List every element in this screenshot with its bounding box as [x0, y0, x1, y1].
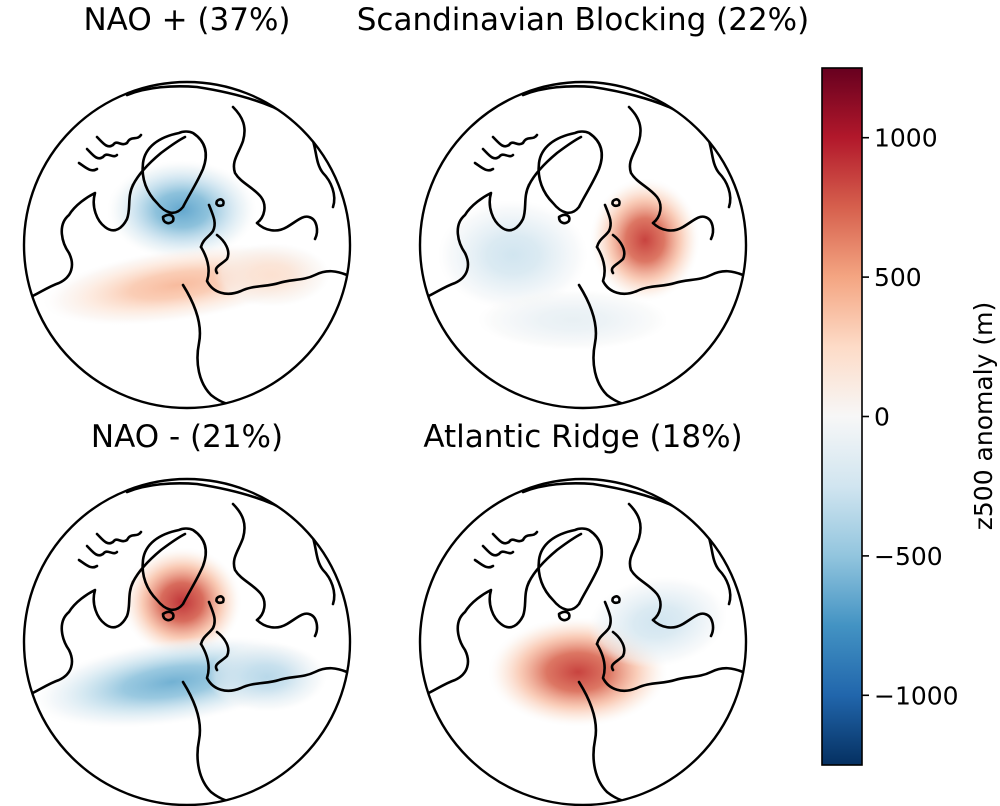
panel-title-nao-plus: NAO + (37%) — [83, 2, 290, 38]
coastline — [309, 530, 336, 606]
coastline — [77, 558, 99, 569]
coastline — [199, 600, 216, 646]
coastline — [595, 642, 745, 692]
coastline — [595, 600, 612, 646]
coastline — [705, 133, 732, 209]
coastline — [557, 213, 571, 225]
coastline — [420, 183, 531, 302]
coastline — [199, 245, 349, 295]
coastline — [215, 595, 225, 605]
coastline — [309, 133, 336, 209]
coastline — [611, 595, 621, 605]
colorbar-label: z500 anomaly (m) — [969, 302, 998, 530]
colorbar-tick-label: 0 — [874, 403, 890, 432]
coastline — [651, 215, 715, 241]
coastline — [420, 580, 531, 699]
colorbar-tick-label: −1000 — [874, 681, 959, 710]
coastline — [95, 133, 143, 148]
coastline — [610, 630, 626, 672]
coastline — [199, 203, 216, 249]
coastline — [24, 580, 135, 699]
coastline — [95, 530, 143, 545]
coastline — [627, 502, 662, 622]
globe-atlantic-ridge — [418, 477, 748, 806]
coastline — [85, 147, 119, 160]
coastline — [255, 612, 319, 638]
coastline — [473, 558, 495, 569]
coastline — [491, 530, 539, 545]
coastline — [141, 527, 207, 612]
coastline — [537, 130, 603, 215]
colorbar-tick-label: 500 — [874, 263, 922, 292]
globe-outline — [22, 80, 352, 410]
coastline — [131, 135, 187, 187]
coastline — [537, 527, 603, 612]
panel-title-atlantic-ridge: Atlantic Ridge (18%) — [423, 419, 742, 455]
coastline — [141, 130, 207, 215]
coastlines — [24, 84, 349, 407]
coastline — [527, 532, 583, 584]
anomaly-field-negative — [207, 642, 327, 712]
coastline — [215, 198, 225, 208]
globe-outline — [418, 80, 748, 410]
coastline — [473, 161, 495, 172]
coastline — [161, 213, 175, 225]
coastline — [161, 610, 175, 622]
globe-outline — [22, 477, 352, 806]
colorbar-gradient — [822, 68, 862, 765]
coastline — [24, 183, 135, 302]
coastline — [595, 245, 745, 295]
coastline — [627, 105, 662, 225]
coastline — [481, 544, 515, 557]
colorbar-tick-label: −500 — [874, 542, 943, 571]
anomaly-field-positive — [590, 178, 700, 302]
coastline — [481, 147, 515, 160]
coastline — [611, 198, 621, 208]
coastline — [255, 215, 319, 241]
coastline — [199, 642, 349, 692]
coastline — [595, 203, 612, 249]
coastline — [214, 233, 230, 275]
coastline — [491, 133, 539, 148]
globe-nao-plus — [22, 80, 352, 410]
coastline — [557, 610, 571, 622]
anomaly-field-negative — [478, 290, 668, 350]
globe-outline — [418, 477, 748, 806]
colorbar: 1000 500 0 −500 −1000 z500 anomaly (m) — [821, 67, 998, 766]
globe-nao-minus — [22, 477, 352, 806]
coastline — [85, 544, 119, 557]
coastline — [527, 135, 583, 187]
colorbar-tick-label: 1000 — [874, 124, 938, 153]
anomaly-field-negative — [438, 200, 588, 310]
coastline — [231, 105, 266, 225]
coastline — [651, 612, 715, 638]
panel-title-nao-minus: NAO - (21%) — [91, 419, 283, 455]
panel-title-scandinavian-blocking: Scandinavian Blocking (22%) — [357, 2, 809, 38]
coastline — [610, 233, 626, 275]
coastlines — [24, 481, 349, 804]
coastline — [705, 530, 732, 606]
coastline — [131, 532, 187, 584]
coastline — [214, 630, 230, 672]
globe-scandinavian-blocking — [418, 80, 748, 410]
coastline — [77, 161, 99, 172]
coastline — [231, 502, 266, 622]
